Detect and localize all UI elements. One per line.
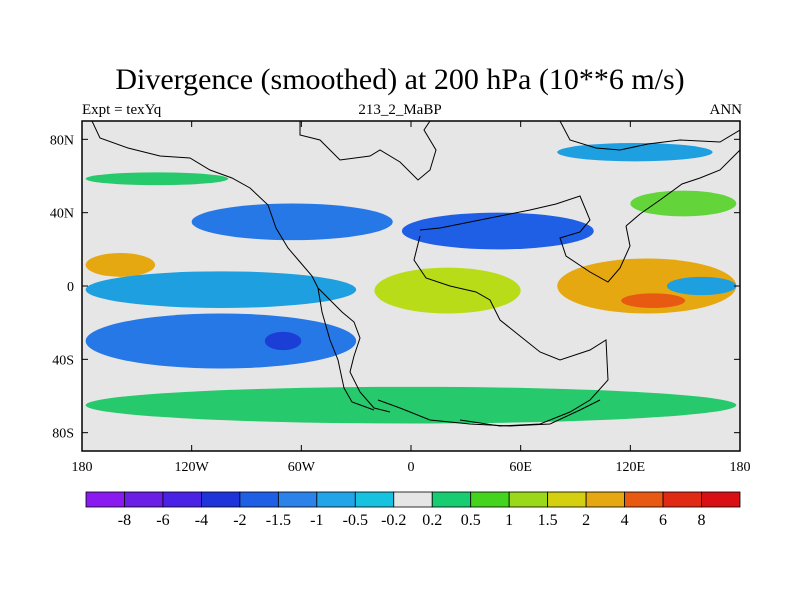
colorbar-label: -0.2: [381, 512, 406, 529]
coastline-europe-africa: [419, 195, 631, 283]
colorbar-label: -8: [118, 512, 131, 529]
coastline-antarctica: [377, 399, 601, 427]
axis-ticks: 180 120W 60W 0 60E 120E 180 80N 40N 0 40S 80S: [50, 121, 751, 475]
x-tick-label: 60E: [509, 460, 532, 475]
colorbar-label: 2: [582, 512, 590, 529]
coastline-north-america: [91, 121, 319, 289]
coastline-asia: [625, 149, 740, 227]
equator-pacific-orange: [85, 252, 156, 277]
nh-highlat-band-green: [85, 172, 229, 186]
pacific-30n-green: [630, 190, 737, 217]
y-tick-label: 80N: [50, 133, 74, 148]
colorbar-swatch: [239, 491, 279, 508]
eurasia-30n-blue: [401, 212, 594, 250]
plot-area: [82, 121, 740, 451]
colorbar-label: 8: [698, 512, 706, 529]
colorbar-label: -1.5: [266, 512, 291, 529]
colorbar-label: 0.2: [422, 512, 442, 529]
x-tick-label: 120E: [616, 460, 646, 475]
experiment-label: Expt = texYq: [82, 102, 162, 118]
colorbar-label: -1: [310, 512, 323, 529]
colorbar-swatch: [585, 491, 625, 508]
colorbar-swatch: [85, 491, 125, 508]
run-id-label: 213_2_MaBP: [358, 102, 442, 118]
colorbar-swatch: [547, 491, 587, 508]
colorbar-swatch: [508, 491, 549, 508]
colorbar-label: 6: [659, 512, 667, 529]
colorbar-swatch: [277, 491, 318, 508]
colorbar-swatch: [393, 491, 433, 508]
x-tick-label: 60W: [288, 460, 316, 475]
colorbar-label: 4: [621, 512, 629, 529]
indopacific-orange: [557, 258, 737, 314]
y-tick-label: 80S: [52, 427, 74, 442]
colorbar-swatch: [354, 491, 395, 508]
colorbar-label: -2: [233, 512, 246, 529]
colorbar-label: 0.5: [461, 512, 481, 529]
colorbar-swatch: [162, 491, 202, 508]
colorbar-label: 1.5: [538, 512, 558, 529]
coastline-africa: [413, 235, 609, 427]
colorbar-label: -0.5: [343, 512, 368, 529]
y-tick-label: 40S: [52, 353, 74, 368]
sh-deep-blue: [264, 331, 302, 351]
colorbar-label: 1: [505, 512, 513, 529]
sh-20s-blue: [85, 313, 357, 369]
x-tick-label: 180: [730, 460, 751, 475]
x-tick-label: 180: [72, 460, 93, 475]
indopacific-red: [621, 293, 686, 308]
colorbar-swatch: [431, 491, 472, 508]
coastline-greenland: [299, 121, 437, 181]
x-tick-label: 120W: [175, 460, 210, 475]
coastline-south-america-west: [317, 287, 375, 411]
colorbar-swatch: [470, 491, 510, 508]
season-label: ANN: [709, 102, 743, 118]
y-tick-label: 0: [67, 280, 74, 295]
atlantic-30n-blue: [191, 203, 393, 241]
colorbar-swatch: [124, 491, 164, 508]
colorbar-swatch: [701, 491, 741, 508]
x-tick-label: 0: [408, 460, 415, 475]
tropic-band-blue-west: [85, 271, 357, 308]
colorbar-swatch: [624, 491, 664, 508]
map-title: Divergence (smoothed) at 200 hPa (10**6 …: [115, 63, 685, 96]
colorbar: -8 -6 -4 -2 -1.5 -1 -0.5 -0.2 0.2 0.5 1 1.5 2 4 6 8: [85, 491, 741, 529]
africa-yellow: [374, 267, 521, 314]
colorbar-swatch: [662, 491, 702, 508]
colorbar-swatch: [316, 491, 356, 508]
pacific-east-blue: [666, 276, 737, 296]
coastline-arctic-asia: [559, 121, 740, 151]
sh-40s-green: [85, 386, 737, 424]
nh-highlat-band-blue: [557, 143, 713, 162]
y-tick-label: 40N: [50, 207, 74, 222]
coastline-south-america: [317, 287, 391, 413]
colorbar-label: -6: [156, 512, 169, 529]
colorbar-label: -4: [195, 512, 208, 529]
coastline: [91, 121, 740, 427]
divergence-field: [85, 143, 737, 424]
colorbar-swatch: [201, 491, 241, 508]
